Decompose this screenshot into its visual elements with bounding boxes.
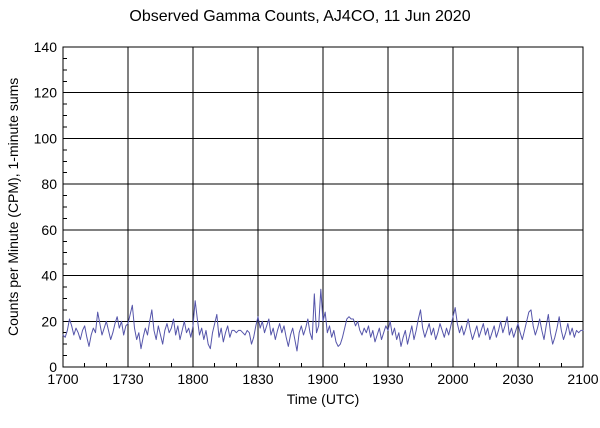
x-tick-label: 1900 [307,371,338,387]
y-tick-label: 100 [34,130,58,146]
y-tick-label: 120 [34,85,58,101]
y-tick-label: 20 [41,313,57,329]
x-tick-label: 2000 [437,371,468,387]
gamma-counts-series [62,288,584,352]
y-tick-label: 140 [34,39,58,55]
x-tick-label: 1930 [372,371,403,387]
x-tick-label: 1830 [242,371,273,387]
y-tick-label: 0 [49,359,57,375]
x-tick-label: 1700 [47,371,78,387]
x-tick-label: 2030 [502,371,533,387]
y-tick-label: 60 [41,222,57,238]
x-tick-label: 1730 [112,371,143,387]
x-tick-label: 1800 [177,371,208,387]
x-tick-label: 2100 [567,371,598,387]
x-axis-label: Time (UTC) [286,391,360,407]
chart-title: Observed Gamma Counts, AJ4CO, 11 Jun 202… [129,8,471,25]
y-tick-label: 80 [41,176,57,192]
y-tick-label: 40 [41,268,57,284]
